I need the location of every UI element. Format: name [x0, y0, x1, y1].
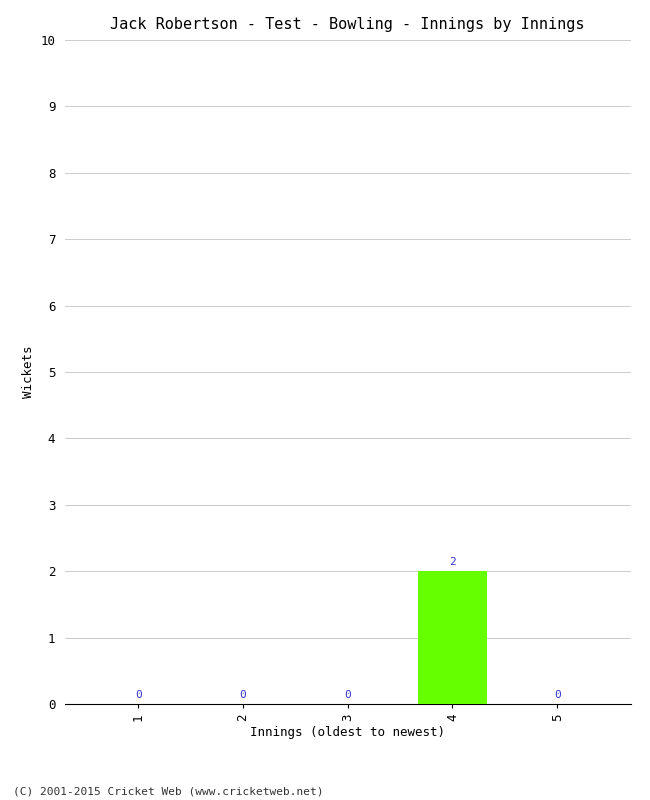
Bar	[419, 571, 486, 704]
Y-axis label: Wickets: Wickets	[21, 346, 34, 398]
Text: 0: 0	[344, 690, 351, 700]
Text: (C) 2001-2015 Cricket Web (www.cricketweb.net): (C) 2001-2015 Cricket Web (www.cricketwe…	[13, 786, 324, 796]
Text: 0: 0	[554, 690, 560, 700]
Text: 0: 0	[135, 690, 142, 700]
Title: Jack Robertson - Test - Bowling - Innings by Innings: Jack Robertson - Test - Bowling - Inning…	[111, 17, 585, 32]
Text: 0: 0	[240, 690, 246, 700]
X-axis label: Innings (oldest to newest): Innings (oldest to newest)	[250, 726, 445, 739]
Text: 2: 2	[449, 557, 456, 567]
